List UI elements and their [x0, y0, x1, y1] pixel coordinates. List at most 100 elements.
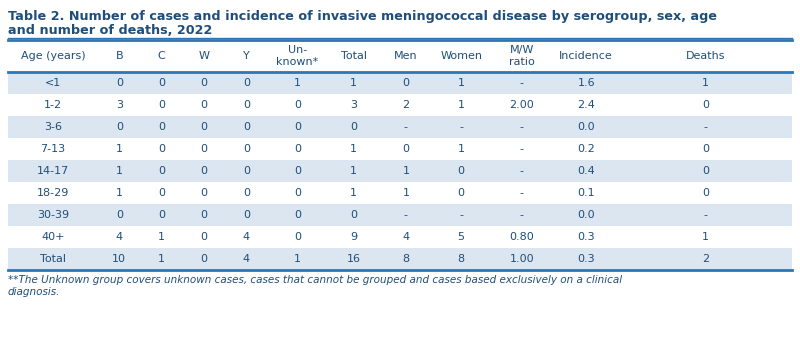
Text: 1: 1 — [116, 144, 123, 154]
Text: 0: 0 — [702, 144, 710, 154]
Text: 0: 0 — [116, 210, 123, 220]
Text: 3: 3 — [350, 100, 358, 110]
Text: Age (years): Age (years) — [21, 51, 86, 61]
Text: 3-6: 3-6 — [44, 122, 62, 132]
Text: 0.4: 0.4 — [578, 166, 595, 176]
Text: 0: 0 — [158, 166, 165, 176]
Text: 1: 1 — [702, 78, 710, 88]
Text: Total: Total — [341, 51, 366, 61]
Bar — [8, 116, 792, 138]
Text: 5: 5 — [458, 232, 465, 242]
Text: -: - — [520, 188, 524, 198]
Text: 0: 0 — [201, 122, 207, 132]
Text: 0: 0 — [158, 78, 165, 88]
Text: 18-29: 18-29 — [37, 188, 70, 198]
Text: 0: 0 — [243, 122, 250, 132]
Text: 0: 0 — [294, 232, 301, 242]
Text: 0: 0 — [294, 210, 301, 220]
Text: 9: 9 — [350, 232, 358, 242]
Text: 40+: 40+ — [42, 232, 65, 242]
Text: 1: 1 — [350, 188, 358, 198]
Text: 2: 2 — [702, 254, 710, 264]
Text: 0: 0 — [702, 188, 710, 198]
Text: 3: 3 — [116, 100, 123, 110]
Text: -: - — [459, 122, 463, 132]
Text: 1: 1 — [294, 254, 301, 264]
Text: Women: Women — [440, 51, 482, 61]
Bar — [8, 72, 792, 94]
Text: Table 2. Number of cases and incidence of invasive meningococcal disease by sero: Table 2. Number of cases and incidence o… — [8, 10, 717, 23]
Text: Men: Men — [394, 51, 418, 61]
Text: 0: 0 — [243, 100, 250, 110]
Text: 4: 4 — [116, 232, 123, 242]
Text: 0.2: 0.2 — [578, 144, 595, 154]
Bar — [8, 40, 792, 72]
Text: 0: 0 — [158, 188, 165, 198]
Text: Incidence: Incidence — [559, 51, 613, 61]
Text: 1-2: 1-2 — [44, 100, 62, 110]
Text: B: B — [115, 51, 123, 61]
Text: 0: 0 — [350, 122, 358, 132]
Text: -: - — [704, 210, 708, 220]
Text: -: - — [404, 210, 408, 220]
Text: 4: 4 — [402, 232, 410, 242]
Text: 1: 1 — [458, 78, 465, 88]
Text: 0: 0 — [294, 188, 301, 198]
Text: 0: 0 — [158, 144, 165, 154]
Text: 4: 4 — [242, 232, 250, 242]
Text: 0: 0 — [201, 254, 207, 264]
Text: 0.3: 0.3 — [578, 232, 595, 242]
Bar — [8, 160, 792, 182]
Bar — [8, 204, 792, 226]
Text: -: - — [404, 122, 408, 132]
Text: 0: 0 — [201, 210, 207, 220]
Text: 1: 1 — [294, 78, 301, 88]
Text: 1: 1 — [158, 254, 165, 264]
Text: 0: 0 — [350, 210, 358, 220]
Text: 1: 1 — [458, 100, 465, 110]
Text: 0: 0 — [116, 122, 123, 132]
Text: -: - — [520, 78, 524, 88]
Text: **The Unknown group covers unknown cases, cases that cannot be grouped and cases: **The Unknown group covers unknown cases… — [8, 275, 622, 296]
Text: 0: 0 — [158, 100, 165, 110]
Text: 0: 0 — [201, 100, 207, 110]
Text: 1: 1 — [702, 232, 710, 242]
Bar — [8, 94, 792, 116]
Text: 0: 0 — [294, 100, 301, 110]
Text: 0: 0 — [201, 78, 207, 88]
Text: 1: 1 — [350, 144, 358, 154]
Text: 10: 10 — [112, 254, 126, 264]
Text: 0: 0 — [294, 122, 301, 132]
Text: C: C — [158, 51, 166, 61]
Text: 0: 0 — [158, 122, 165, 132]
Text: 1: 1 — [116, 188, 123, 198]
Text: Y: Y — [243, 51, 250, 61]
Text: 0: 0 — [402, 144, 410, 154]
Text: 0: 0 — [116, 78, 123, 88]
Text: 0.1: 0.1 — [578, 188, 595, 198]
Text: 0: 0 — [458, 166, 465, 176]
Text: 0: 0 — [243, 144, 250, 154]
Text: 1: 1 — [350, 166, 358, 176]
Text: -: - — [520, 144, 524, 154]
Text: M/W
ratio: M/W ratio — [509, 45, 534, 67]
Text: 14-17: 14-17 — [37, 166, 70, 176]
Text: 0.0: 0.0 — [578, 210, 595, 220]
Text: 0: 0 — [702, 166, 710, 176]
Bar — [8, 248, 792, 270]
Text: -: - — [520, 166, 524, 176]
Text: 8: 8 — [458, 254, 465, 264]
Text: 1: 1 — [116, 166, 123, 176]
Text: 0: 0 — [201, 188, 207, 198]
Text: 0: 0 — [458, 188, 465, 198]
Text: -: - — [520, 210, 524, 220]
Text: 2: 2 — [402, 100, 410, 110]
Text: 1: 1 — [402, 188, 410, 198]
Text: 2.00: 2.00 — [510, 100, 534, 110]
Text: 0: 0 — [243, 188, 250, 198]
Text: -: - — [459, 210, 463, 220]
Text: 4: 4 — [242, 254, 250, 264]
Bar — [8, 226, 792, 248]
Text: 1: 1 — [350, 78, 358, 88]
Text: 0: 0 — [294, 166, 301, 176]
